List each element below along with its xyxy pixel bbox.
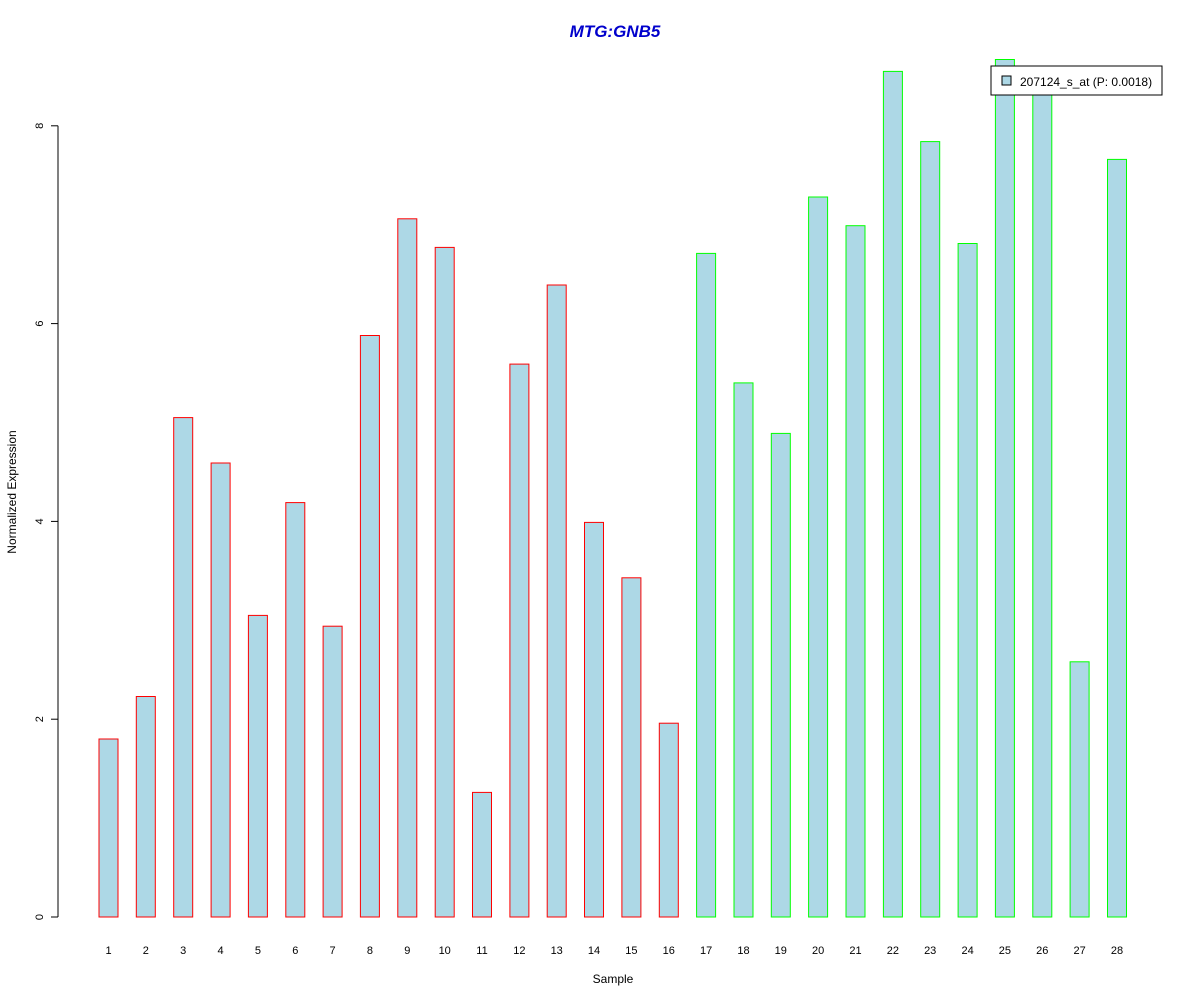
legend-swatch (1001, 75, 1012, 86)
bar (1069, 661, 1090, 918)
bar (509, 363, 530, 918)
bar (359, 335, 380, 918)
legend: 207124_s_at (P: 0.0018) (990, 65, 1163, 96)
bar (882, 70, 903, 918)
x-tick-label: 13 (551, 945, 563, 957)
x-tick-label: 25 (999, 945, 1011, 957)
x-tick-label: 27 (1073, 945, 1085, 957)
y-tick-label: 4 (34, 518, 46, 524)
bar (994, 59, 1015, 918)
bar (322, 625, 343, 918)
x-tick-label: 20 (812, 945, 824, 957)
y-tick-label: 0 (34, 914, 46, 920)
x-tick-label: 9 (404, 945, 410, 957)
bar (658, 722, 679, 918)
x-tick-label: 19 (775, 945, 787, 957)
bar (247, 614, 268, 918)
y-tick-label: 8 (34, 123, 46, 129)
bars (98, 59, 1127, 918)
x-tick-label: 18 (737, 945, 749, 957)
bar (546, 284, 567, 918)
bar (584, 521, 604, 918)
x-tick-label: 10 (439, 945, 451, 957)
x-tick-label: 11 (476, 945, 487, 957)
x-tick-label: 22 (887, 945, 899, 957)
x-tick-label: 4 (218, 945, 224, 957)
chart-title: MTG:GNB5 (570, 22, 661, 41)
x-tick-label: 2 (143, 945, 149, 957)
bar (845, 225, 866, 918)
bar (173, 417, 194, 918)
bar (397, 218, 418, 918)
bar (135, 696, 156, 918)
bar (285, 502, 306, 918)
x-tick-labels: 1 2 3 4 5 6 7 8 9 10 11 12 13 14 15 16 17 18 19 20 21 22 23 24 2… (105, 945, 1123, 957)
x-tick-label: 6 (292, 945, 298, 957)
x-tick-label: 8 (367, 945, 373, 957)
x-axis-label: Sample (593, 972, 634, 986)
bar (770, 432, 791, 918)
bar (957, 243, 978, 918)
bar (920, 141, 941, 918)
bar (434, 246, 455, 918)
bar (98, 738, 119, 918)
legend-label: 207124_s_at (P: 0.0018) (1020, 75, 1152, 89)
x-tick-label: 12 (513, 945, 525, 957)
x-tick-label: 16 (663, 945, 675, 957)
bar (808, 196, 829, 918)
y-tick-label: 2 (34, 716, 46, 722)
bar (621, 577, 642, 918)
x-tick-label: 14 (588, 945, 600, 957)
x-tick-label: 28 (1111, 945, 1123, 957)
bar (472, 791, 492, 918)
x-tick-label: 17 (700, 945, 712, 957)
x-tick-label: 24 (961, 945, 973, 957)
y-axis-label: Normalized Expression (5, 430, 19, 553)
x-tick-label: 15 (625, 945, 637, 957)
bar (696, 252, 717, 918)
x-tick-label: 26 (1036, 945, 1048, 957)
x-tick-label: 23 (924, 945, 936, 957)
y-tick-label: 6 (34, 321, 46, 327)
x-tick-label: 5 (255, 945, 261, 957)
bar (1107, 158, 1127, 918)
x-tick-label: 7 (330, 945, 336, 957)
bar (210, 462, 231, 918)
bar (1032, 92, 1053, 918)
x-tick-label: 3 (180, 945, 186, 957)
x-tick-label: 1 (105, 945, 111, 957)
x-tick-label: 21 (849, 945, 861, 957)
bar (733, 382, 754, 918)
legend-box (990, 65, 1163, 96)
y-axis: 0 2 4 6 8 (34, 123, 59, 920)
